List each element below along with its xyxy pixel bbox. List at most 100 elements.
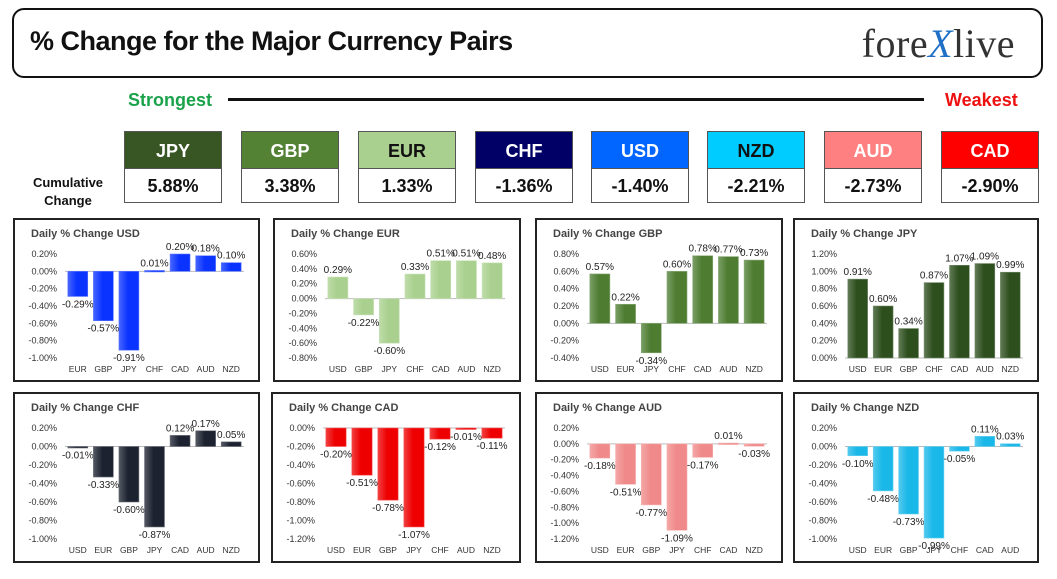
data-label: -1.07%: [398, 530, 430, 541]
bar: [481, 262, 503, 299]
logo-prefix: fore: [861, 21, 929, 66]
cumulative-change-value: -1.40%: [591, 169, 689, 203]
x-tick-label: USD: [849, 545, 867, 555]
y-tick-label: 0.60%: [811, 301, 837, 311]
bar: [589, 443, 611, 459]
x-tick-label: NZD: [1002, 364, 1019, 374]
x-tick-label: NZD: [222, 545, 239, 555]
data-label: -1.09%: [661, 533, 693, 544]
x-tick-label: AUD: [1001, 545, 1019, 555]
y-tick-label: -0.20%: [28, 284, 57, 294]
data-label: -0.01%: [450, 432, 482, 443]
data-label: 0.01%: [140, 258, 168, 269]
data-label: 0.87%: [920, 271, 948, 282]
y-tick-label: -0.40%: [808, 479, 837, 489]
y-tick-label: 0.20%: [553, 301, 579, 311]
data-label: -0.20%: [320, 450, 352, 461]
header-box: % Change for the Major Currency Pairs fo…: [12, 8, 1043, 78]
bar: [666, 271, 688, 324]
y-tick-label: -0.80%: [288, 353, 317, 363]
data-label: 0.10%: [217, 251, 245, 262]
bar-chart: Daily % Change USD 0.20% 0.00% -0.20% -0.40%…: [28, 228, 245, 374]
y-tick-label: -0.20%: [550, 455, 579, 465]
y-tick-label: -0.80%: [286, 497, 315, 507]
y-tick-label: -0.40%: [28, 479, 57, 489]
bar: [67, 446, 89, 449]
chart-title: Daily % Change GBP: [553, 228, 662, 240]
bar: [377, 427, 399, 501]
data-label: 0.60%: [663, 259, 691, 270]
y-tick-label: -0.80%: [808, 516, 837, 526]
y-tick-label: -0.40%: [288, 323, 317, 333]
chart-panel-2: Daily % Change GBP 0.80% 0.60% 0.40% 0.20% 0.…: [535, 218, 783, 382]
bar-chart: Daily % Change NZD 0.20% 0.00% -0.20% -0.40%…: [808, 402, 1024, 555]
x-tick-label: JPY: [669, 545, 685, 555]
bar: [743, 259, 765, 324]
bar: [195, 255, 216, 272]
bar: [404, 273, 426, 299]
data-label: -0.60%: [113, 505, 145, 516]
bar: [456, 260, 477, 299]
x-tick-label: EUR: [617, 545, 635, 555]
x-tick-label: CHF: [668, 364, 685, 374]
bar: [1000, 443, 1021, 447]
y-tick-label: 0.00%: [553, 439, 579, 449]
data-label: 0.51%: [427, 249, 455, 260]
bar: [351, 427, 373, 476]
data-label: -0.17%: [687, 460, 719, 471]
chart-title: Daily % Change USD: [31, 228, 140, 240]
bar: [353, 298, 374, 316]
y-tick-label: -0.80%: [28, 516, 57, 526]
forexlive-logo: foreXlive: [862, 20, 1015, 67]
x-tick-label: EUR: [353, 545, 371, 555]
x-tick-label: NZD: [222, 364, 239, 374]
x-tick-label: EUR: [69, 364, 87, 374]
bar: [949, 446, 970, 452]
data-label: -0.29%: [62, 299, 94, 310]
y-tick-label: 0.40%: [811, 318, 837, 328]
y-tick-label: -0.60%: [286, 479, 315, 489]
bar: [974, 436, 996, 447]
bar: [923, 446, 945, 539]
y-tick-label: -0.80%: [550, 502, 579, 512]
x-tick-label: GBP: [355, 364, 373, 374]
currency-code: USD: [591, 131, 689, 169]
y-tick-label: -0.20%: [808, 460, 837, 470]
cumulative-change-value: -2.21%: [707, 169, 805, 203]
y-tick-label: 0.00%: [289, 423, 315, 433]
data-label: -0.57%: [88, 324, 120, 335]
bar: [325, 427, 347, 447]
bar: [615, 303, 636, 324]
bar: [615, 443, 636, 485]
chart-panel-1: Daily % Change EUR 0.60% 0.40% 0.20% 0.00% -0…: [273, 218, 521, 382]
chart-panel-6: Daily % Change AUD 0.20% 0.00% -0.20% -0.40%…: [535, 392, 783, 563]
x-tick-label: GBP: [94, 364, 112, 374]
data-label: -0.48%: [867, 494, 899, 505]
data-label: -0.51%: [346, 478, 378, 489]
y-tick-label: -1.00%: [28, 534, 57, 544]
bar: [640, 323, 662, 354]
y-tick-label: 0.20%: [811, 423, 837, 433]
y-tick-label: 0.60%: [553, 266, 579, 276]
bar-chart: Daily % Change CHF 0.20% 0.00% -0.20% -0.40%…: [28, 402, 245, 555]
bar: [403, 427, 425, 528]
y-tick-label: -0.60%: [288, 338, 317, 348]
data-label: -0.60%: [373, 346, 405, 357]
bar: [718, 256, 739, 324]
currency-box-cad: CAD -2.90%: [941, 131, 1039, 203]
bar: [93, 446, 114, 478]
bar: [872, 305, 894, 359]
cumulative-change-value: -2.73%: [824, 169, 922, 203]
y-tick-label: 0.00%: [291, 294, 317, 304]
y-tick-label: 0.20%: [31, 423, 57, 433]
data-label: -0.99%: [918, 541, 950, 552]
currency-box-nzd: NZD -2.21%: [707, 131, 805, 203]
currency-box-aud: AUD -2.73%: [824, 131, 922, 203]
x-tick-label: EUR: [874, 364, 892, 374]
bar: [220, 262, 242, 272]
logo-suffix: live: [953, 21, 1015, 66]
bar: [589, 273, 611, 324]
cumulative-change-value: -2.90%: [941, 169, 1039, 203]
bar: [144, 270, 165, 273]
logo-x: X: [928, 21, 954, 66]
